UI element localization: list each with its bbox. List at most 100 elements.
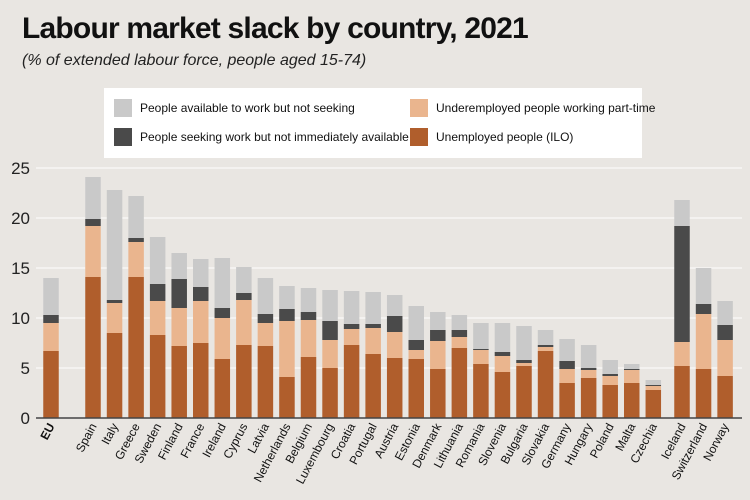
bar-segment bbox=[451, 337, 468, 348]
bar-segment bbox=[279, 309, 295, 321]
bar-segment bbox=[214, 258, 231, 308]
bar-segment bbox=[257, 278, 274, 314]
bar-segment bbox=[473, 323, 489, 349]
bar-segment bbox=[279, 321, 295, 377]
bar-segment bbox=[236, 300, 252, 345]
bar-segment bbox=[300, 357, 317, 418]
bar-segment bbox=[602, 376, 618, 385]
bar-segment bbox=[171, 308, 187, 346]
x-tick-label: EU bbox=[37, 421, 57, 442]
bar-segment bbox=[193, 287, 209, 301]
bar-segment bbox=[343, 291, 360, 324]
bar-segment bbox=[674, 342, 690, 366]
bar-segment bbox=[717, 301, 733, 325]
bar-segment bbox=[717, 325, 733, 340]
bar-segment bbox=[128, 196, 144, 238]
bar-segment bbox=[674, 366, 690, 418]
bar-segment bbox=[193, 301, 209, 343]
bar-segment bbox=[695, 268, 712, 304]
bar-segment bbox=[473, 349, 489, 350]
bar-segment bbox=[516, 366, 532, 418]
bar-segment bbox=[343, 324, 360, 329]
bar-segment bbox=[365, 354, 381, 418]
legend-swatch bbox=[410, 128, 428, 146]
bar-segment bbox=[106, 333, 123, 418]
bar-segment bbox=[85, 219, 101, 226]
y-tick-label: 20 bbox=[11, 209, 30, 228]
bar-segment bbox=[695, 369, 712, 418]
legend-item-underemployed: Underemployed people working part-time bbox=[410, 99, 655, 117]
bar-segment bbox=[695, 304, 712, 314]
bar-segment bbox=[386, 332, 403, 358]
bar-segment bbox=[43, 278, 59, 315]
bar-segment bbox=[451, 348, 468, 418]
bar-segment bbox=[537, 345, 554, 347]
bar-segment bbox=[516, 363, 532, 366]
bar-segment bbox=[645, 380, 662, 385]
bar-segment bbox=[602, 360, 618, 374]
bar-segment bbox=[516, 326, 532, 360]
bar-segment bbox=[128, 238, 144, 242]
bar-segment bbox=[451, 330, 468, 337]
bar-segment bbox=[85, 177, 101, 219]
bar-segment bbox=[43, 315, 59, 323]
bar-segment bbox=[106, 300, 123, 303]
bar-segment bbox=[494, 352, 511, 356]
bar-segment bbox=[193, 259, 209, 287]
bar-segment bbox=[386, 295, 403, 316]
legend-item-seeking-not-available: People seeking work but not immediately … bbox=[114, 128, 409, 146]
y-tick-label: 15 bbox=[11, 259, 30, 278]
bar-segment bbox=[473, 350, 489, 364]
y-tick-label: 0 bbox=[21, 409, 30, 428]
legend-swatch bbox=[410, 99, 428, 117]
bar-segment bbox=[430, 312, 446, 330]
bar-segment bbox=[343, 345, 360, 418]
bar-segment bbox=[257, 346, 274, 418]
bar-segment bbox=[537, 330, 554, 345]
bar-segment bbox=[645, 385, 662, 386]
legend-label: People available to work but not seeking bbox=[140, 101, 355, 115]
bar-segment bbox=[322, 290, 338, 321]
bar-segment bbox=[236, 267, 252, 293]
legend-item-unemployed: Unemployed people (ILO) bbox=[410, 128, 573, 146]
y-tick-label: 10 bbox=[11, 309, 30, 328]
bar-segment bbox=[674, 226, 690, 342]
bar-segment bbox=[645, 386, 662, 390]
bar-segment bbox=[365, 292, 381, 324]
bar-segment bbox=[645, 390, 662, 418]
bar-segment bbox=[559, 369, 575, 383]
y-tick-label: 25 bbox=[11, 159, 30, 178]
bar-segment bbox=[128, 277, 144, 418]
bar-segment bbox=[128, 242, 144, 277]
bar-segment bbox=[430, 330, 446, 341]
bar-segment bbox=[408, 350, 424, 359]
bar-segment bbox=[149, 301, 166, 335]
bar-segment bbox=[494, 323, 511, 352]
bar-segment bbox=[516, 360, 532, 363]
bar-segment bbox=[322, 368, 338, 418]
bar-segment bbox=[430, 369, 446, 418]
bar-segment bbox=[279, 286, 295, 309]
bar-segment bbox=[300, 312, 317, 320]
bar-segment bbox=[322, 340, 338, 368]
bar-segment bbox=[257, 323, 274, 346]
y-tick-label: 5 bbox=[21, 359, 30, 378]
bar-segment bbox=[624, 383, 640, 418]
bar-segment bbox=[149, 335, 166, 418]
legend: People available to work but not seeking… bbox=[104, 88, 655, 158]
bar-segment bbox=[602, 385, 618, 418]
bar-segment bbox=[580, 345, 597, 368]
bar-segment bbox=[537, 351, 554, 418]
bar-segment bbox=[171, 279, 187, 308]
bar-segment bbox=[674, 200, 690, 226]
bar-segment bbox=[279, 377, 295, 418]
bar-segment bbox=[624, 369, 640, 370]
bar-segment bbox=[85, 277, 101, 418]
bar-segment bbox=[149, 237, 166, 284]
bar-segment bbox=[214, 308, 231, 318]
legend-label: People seeking work but not immediately … bbox=[140, 130, 409, 144]
bar-segment bbox=[106, 190, 123, 300]
bar-segment bbox=[149, 284, 166, 301]
bar-segment bbox=[559, 383, 575, 418]
